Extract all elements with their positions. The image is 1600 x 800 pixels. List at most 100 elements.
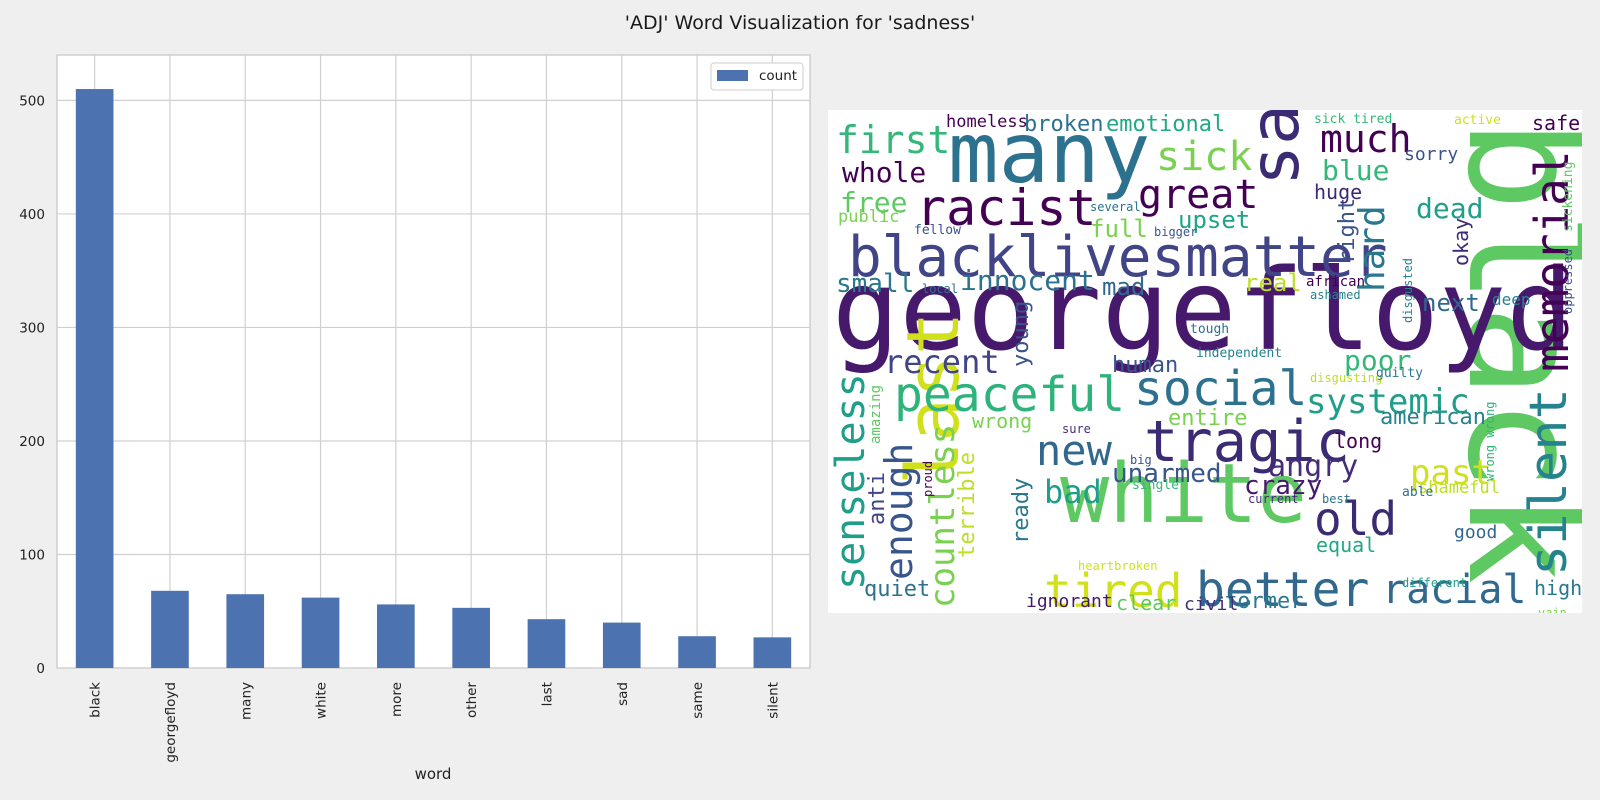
wordcloud-word: active: [1454, 113, 1501, 128]
wordcloud-word: social: [1134, 361, 1307, 417]
wordcloud-word: young: [1009, 301, 1034, 367]
x-tick-label: more: [389, 682, 405, 717]
wordcloud-word: disgusted: [1401, 258, 1415, 323]
wordcloud-word: mad: [1102, 273, 1145, 301]
wordcloud-word: small: [836, 269, 914, 299]
legend-box: [710, 62, 804, 91]
wordcloud-word: sure: [1062, 422, 1091, 436]
x-axis-label: word: [415, 765, 452, 783]
wordcloud-word: recent: [884, 343, 1000, 381]
wordcloud-word: shameful: [1418, 478, 1500, 498]
wordcloud-word: past: [1410, 453, 1492, 493]
bar-silent: [753, 637, 792, 668]
wordcloud-word: senseless: [828, 373, 874, 590]
wordcloud-word: innocent: [960, 264, 1095, 297]
wordcloud-word: unarmed: [1112, 459, 1222, 489]
wordcloud-word: whole: [842, 156, 926, 189]
wordcloud-word: poor: [1344, 344, 1411, 377]
wordcloud-word: equal: [1316, 533, 1376, 557]
wordcloud-word: new: [1036, 426, 1113, 475]
wordcloud-word: systemic: [1306, 382, 1470, 422]
wordcloud-word: real: [1244, 269, 1302, 297]
x-tick-label: white: [314, 682, 330, 719]
wordcloud-word: bad: [1044, 473, 1102, 511]
wordcloud-word: deep: [1492, 290, 1531, 309]
wordcloud-word: tough: [1190, 322, 1229, 337]
bars: [75, 89, 792, 669]
wordcloud-word: sickening: [1561, 162, 1576, 232]
wordcloud-word: next: [1422, 289, 1480, 317]
wordcloud-word: amazing: [868, 385, 884, 444]
y-tick-label: 300: [19, 320, 45, 336]
y-tick-label: 0: [36, 661, 45, 677]
y-tick-label: 500: [19, 93, 45, 109]
x-tick-label: many: [238, 682, 254, 720]
wordcloud-word: okay: [1449, 218, 1473, 266]
wordcloud-word: clear: [1116, 591, 1176, 613]
wordcloud-word: hard: [1352, 205, 1393, 292]
bar-sad: [602, 622, 641, 668]
wordcloud-word: great: [1138, 172, 1258, 218]
x-tick-label: other: [464, 682, 480, 718]
x-tick-label: georgefloyd: [163, 682, 179, 763]
plot-area: [56, 54, 811, 669]
wordcloud-word: disgusting: [1310, 371, 1382, 385]
x-tick-label: silent: [765, 682, 781, 719]
bar-georgefloyd: [151, 590, 189, 668]
wordcloud-word: vain: [1538, 606, 1567, 613]
wordcloud-word: big: [1130, 453, 1152, 467]
wordcloud-word: entire: [1168, 406, 1247, 431]
wordcloud-word: bigger: [1154, 225, 1197, 239]
wordcloud-word: countless: [923, 424, 963, 608]
wordcloud-word: crazy: [1244, 471, 1322, 501]
wordcloud-word: georgefloyd: [832, 246, 1574, 376]
legend-swatch: [717, 70, 748, 81]
word-cloud: black georgefloyd many white last sad blackliv…: [828, 110, 1582, 613]
wordcloud-word: fellow: [914, 223, 961, 238]
wordcloud-word: enough: [877, 443, 921, 580]
wordcloud-word: human: [1112, 353, 1178, 378]
wordcloud-word: silent: [1519, 388, 1579, 576]
wordcloud-word: white: [1060, 447, 1307, 542]
x-tick-label: same: [690, 682, 706, 719]
wordcloud-word: ignorant: [1026, 591, 1113, 612]
wordcloud-word: american: [1380, 405, 1486, 430]
wordcloud-word: better: [1196, 562, 1369, 613]
legend: count: [710, 62, 804, 91]
wordcloud-word: wrong wrong: [1483, 402, 1497, 481]
wordcloud-word: many: [948, 110, 1150, 202]
x-tick-label: last: [539, 682, 555, 706]
bar-many: [226, 594, 265, 668]
wordcloud-word: emotional: [1106, 112, 1225, 137]
wordcloud-word: ashamed: [1310, 288, 1361, 302]
wordcloud-word: local: [922, 282, 958, 296]
wordcloud-word: civil: [1184, 594, 1238, 613]
x-tick-labels: black georgefloyd many white more other last sa…: [88, 682, 782, 763]
wordcloud-word: single: [1132, 478, 1179, 493]
wordcloud-word: first: [836, 118, 950, 162]
wordcloud-word: full: [1090, 215, 1148, 243]
wordcloud-word: african: [1306, 274, 1365, 290]
wordcloud-word: public: [838, 207, 899, 227]
wordcloud-word: sick: [1156, 134, 1252, 180]
wordcloud-word: tragic: [1144, 409, 1350, 475]
wordcloud-word: racial: [1382, 567, 1527, 613]
wordcloud-word: able: [1402, 485, 1433, 500]
x-tick-label: sad: [615, 682, 631, 706]
wordcloud-word: former: [1224, 589, 1303, 613]
wordcloud-word: right: [1335, 198, 1360, 264]
wordcloud-word: long: [1334, 429, 1382, 453]
bar-black: [75, 89, 114, 669]
wordcloud-word: good: [1454, 522, 1497, 543]
bar-chart: 0 100 200 300 400 500 black georgefloyd many whi…: [19, 54, 811, 783]
bar-last: [527, 619, 566, 668]
wordcloud-word: racist: [916, 179, 1097, 237]
wordcloud-word: dead: [1416, 192, 1483, 225]
wordcloud-word: quiet: [864, 577, 930, 602]
wordcloud-word: much: [1320, 117, 1412, 161]
wordcloud-word: heartbroken: [1078, 559, 1157, 573]
wordcloud-word: high: [1534, 576, 1582, 600]
wordcloud-word: memorial: [1525, 150, 1579, 372]
wordcloud-word: ready: [1009, 478, 1034, 544]
wordcloud-word: wrong: [972, 409, 1032, 433]
